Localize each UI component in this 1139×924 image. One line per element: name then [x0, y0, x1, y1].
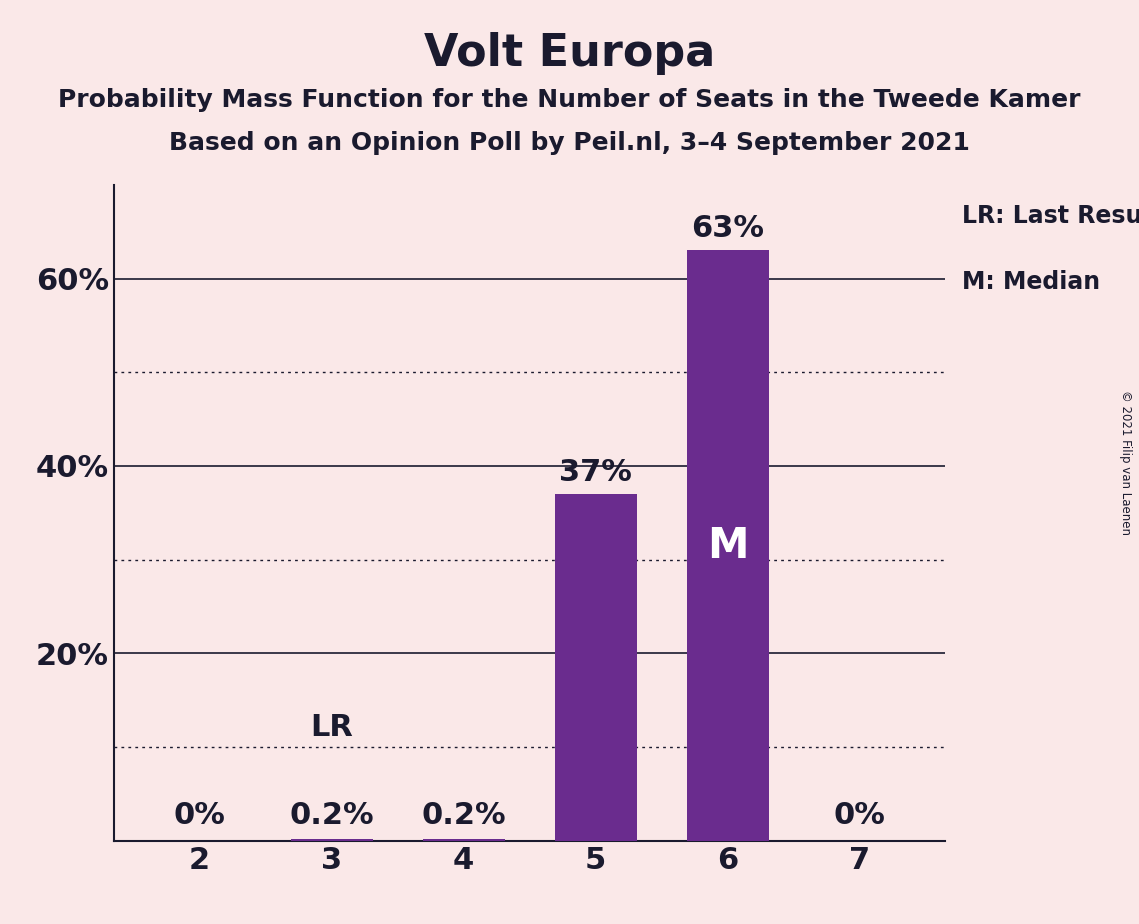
- Text: Based on an Opinion Poll by Peil.nl, 3–4 September 2021: Based on an Opinion Poll by Peil.nl, 3–4…: [169, 131, 970, 155]
- Bar: [290, 839, 372, 841]
- Bar: [555, 494, 637, 841]
- Text: 63%: 63%: [691, 214, 764, 243]
- Bar: [687, 250, 769, 841]
- Text: LR: Last Result: LR: Last Result: [962, 204, 1139, 228]
- Text: 0%: 0%: [834, 800, 885, 830]
- Text: M: Median: M: Median: [962, 270, 1100, 294]
- Text: Volt Europa: Volt Europa: [424, 32, 715, 76]
- Text: 37%: 37%: [559, 457, 632, 487]
- Text: 0%: 0%: [174, 800, 226, 830]
- Bar: [423, 839, 505, 841]
- Text: LR: LR: [310, 713, 353, 743]
- Text: 0.2%: 0.2%: [421, 800, 506, 830]
- Text: © 2021 Filip van Laenen: © 2021 Filip van Laenen: [1118, 390, 1132, 534]
- Text: Probability Mass Function for the Number of Seats in the Tweede Kamer: Probability Mass Function for the Number…: [58, 88, 1081, 112]
- Text: 0.2%: 0.2%: [289, 800, 374, 830]
- Text: M: M: [707, 525, 748, 566]
